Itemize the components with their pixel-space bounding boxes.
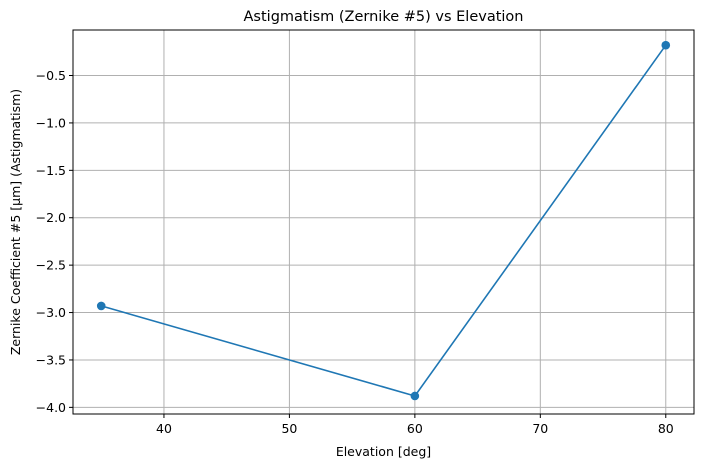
x-axis-label: Elevation [deg] [336,444,431,459]
y-tick-label: −3.0 [36,305,66,320]
x-tick-label: 80 [658,421,674,436]
y-tick-label: −4.0 [36,400,66,415]
x-tick-label: 40 [156,421,172,436]
data-point [661,40,671,50]
y-axis-label: Zernike Coefficient #5 [µm] (Astigmatism… [8,89,23,355]
x-tick-label: 70 [532,421,548,436]
data-point [410,391,420,401]
y-tick-label: −2.0 [36,210,66,225]
data-point [96,301,106,311]
y-tick-label: −3.5 [36,352,66,367]
grid-layer [73,30,694,414]
y-tick-label: −0.5 [36,68,66,83]
plot-frame [72,29,695,415]
y-tick-label: −1.5 [36,163,66,178]
x-tick-label: 60 [407,421,423,436]
x-tick-label: 50 [281,421,297,436]
y-tick-label: −2.5 [36,258,66,273]
y-tick-label: −1.0 [36,115,66,130]
chart-title: Astigmatism (Zernike #5) vs Elevation [244,9,524,25]
series-layer [96,40,671,401]
ticks-layer: 40 50 60 70 80 −4.0 −3.5 −3.0 −2.5 −2.0 −1.5 −1.0 −0… [36,68,674,436]
